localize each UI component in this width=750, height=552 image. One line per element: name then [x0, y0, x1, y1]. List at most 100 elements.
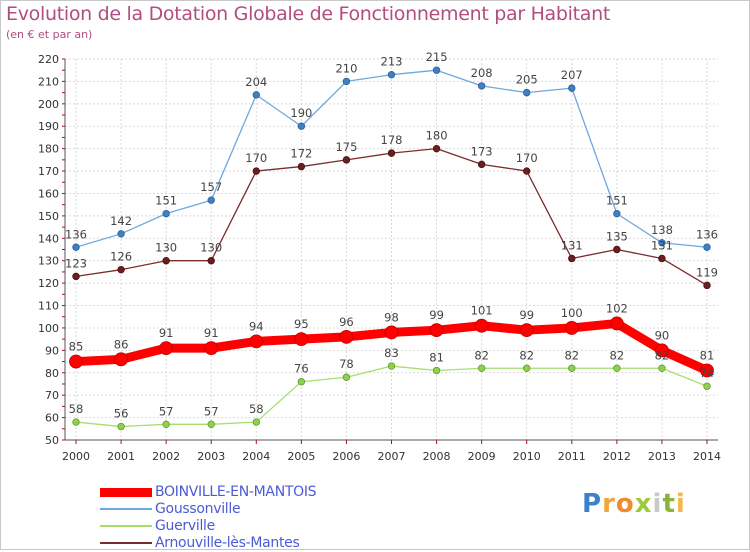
- x-tick-label: 2014: [693, 450, 721, 463]
- data-label: 170: [516, 151, 538, 165]
- data-label: 131: [561, 238, 583, 252]
- data-label: 82: [655, 348, 670, 362]
- data-label: 57: [204, 404, 219, 418]
- x-tick-label: 2002: [152, 450, 180, 463]
- data-label: 95: [294, 317, 309, 331]
- data-label: 82: [474, 348, 489, 362]
- data-label: 213: [381, 55, 403, 69]
- data-point: [564, 321, 579, 335]
- data-point: [207, 257, 215, 265]
- data-point: [568, 84, 576, 92]
- data-label: 81: [700, 349, 715, 363]
- data-label: 101: [471, 304, 493, 318]
- data-point: [703, 243, 711, 251]
- legend-swatch: [100, 525, 152, 527]
- data-point: [432, 66, 441, 74]
- legend-label: BOINVILLE-EN-MANTOIS: [155, 484, 317, 500]
- data-point: [72, 243, 80, 251]
- y-tick-label: 60: [45, 412, 59, 425]
- data-label: 142: [110, 214, 132, 228]
- data-point: [568, 254, 576, 263]
- data-point: [519, 323, 534, 338]
- data-point: [72, 418, 80, 426]
- x-tick-label: 2004: [242, 450, 270, 463]
- legend-item: Goussonville: [100, 501, 420, 518]
- data-label: 173: [471, 144, 493, 158]
- data-point: [474, 318, 489, 333]
- data-label: 178: [381, 133, 403, 147]
- y-tick-label: 80: [45, 367, 59, 380]
- data-point: [432, 144, 441, 153]
- x-tick-label: 2008: [423, 450, 451, 463]
- data-label: 81: [429, 351, 444, 365]
- x-tick-label: 2000: [62, 450, 90, 463]
- x-tick-label: 2010: [513, 450, 541, 463]
- data-label: 157: [200, 180, 222, 194]
- data-label: 123: [65, 256, 87, 270]
- data-point: [69, 354, 83, 369]
- data-label: 126: [110, 250, 132, 264]
- y-tick-label: 90: [45, 344, 59, 357]
- legend-label: Goussonville: [155, 501, 241, 517]
- data-point: [387, 70, 396, 79]
- y-tick-label: 110: [38, 300, 59, 313]
- data-label: 175: [335, 140, 357, 154]
- data-point: [387, 362, 396, 370]
- data-label: 94: [249, 319, 264, 333]
- data-point: [204, 341, 219, 356]
- data-label: 172: [290, 147, 312, 161]
- data-label: 91: [204, 326, 219, 340]
- y-tick-label: 160: [38, 187, 59, 200]
- data-point: [117, 265, 125, 274]
- data-point: [658, 254, 666, 263]
- data-label: 136: [696, 227, 718, 241]
- data-point: [703, 382, 711, 390]
- data-point: [114, 352, 128, 367]
- y-tick-label: 50: [45, 434, 59, 447]
- y-tick-label: 170: [38, 165, 59, 178]
- data-point: [613, 364, 621, 372]
- data-label: 210: [335, 61, 357, 75]
- x-tick-label: 2006: [332, 450, 360, 463]
- data-label: 135: [606, 230, 628, 244]
- y-tick-label: 210: [38, 75, 59, 88]
- data-point: [432, 366, 441, 375]
- legend-item: BOINVILLE-EN-MANTOIS: [100, 484, 420, 501]
- line-chart: 50 60 70 80 90 100 110 120 130 140 150 160 170 180 190…: [38, 50, 721, 463]
- data-label: 170: [245, 151, 267, 165]
- data-point: [523, 88, 531, 97]
- data-label: 78: [339, 357, 354, 371]
- y-tick-label: 120: [38, 277, 59, 290]
- y-tick-label: 140: [38, 232, 59, 245]
- data-label: 130: [155, 241, 177, 255]
- x-tick-label: 2009: [468, 450, 496, 463]
- x-tick-label: 2013: [648, 450, 676, 463]
- data-label: 82: [610, 348, 625, 362]
- data-label: 99: [519, 308, 534, 322]
- data-point: [384, 325, 399, 340]
- data-label: 136: [65, 227, 87, 241]
- data-label: 151: [606, 194, 628, 208]
- data-label: 96: [339, 315, 354, 329]
- data-point: [297, 122, 306, 130]
- data-label: 82: [564, 348, 579, 362]
- data-point: [297, 162, 306, 171]
- data-label: 91: [159, 326, 174, 340]
- data-point: [252, 91, 260, 99]
- data-label: 204: [245, 75, 267, 89]
- data-point: [387, 149, 396, 157]
- chart-subtitle: (en € et par an): [6, 28, 93, 41]
- data-point: [477, 364, 486, 372]
- x-tick-label: 2011: [558, 450, 586, 463]
- data-point: [117, 230, 125, 238]
- proxiti-logo: Proxiti: [582, 489, 686, 519]
- data-point: [477, 160, 486, 169]
- data-label: 56: [114, 407, 129, 421]
- data-label: 208: [471, 66, 493, 80]
- data-point: [658, 239, 666, 247]
- data-point: [429, 323, 444, 338]
- data-point: [297, 378, 306, 386]
- data-label: 138: [651, 223, 673, 237]
- data-point: [339, 330, 354, 344]
- data-point: [523, 364, 531, 372]
